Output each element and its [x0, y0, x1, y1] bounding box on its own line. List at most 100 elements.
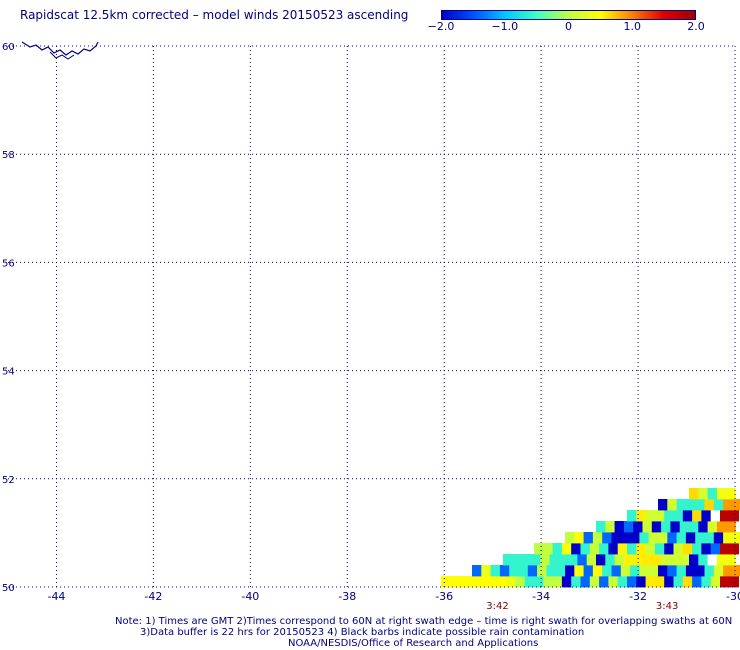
swath-cell — [574, 565, 584, 577]
swath-cell — [651, 521, 662, 533]
colorbar — [441, 10, 696, 20]
swath-cell — [459, 576, 470, 588]
swath-cell — [661, 554, 671, 566]
swath-cell — [642, 554, 653, 566]
swath-cell — [630, 565, 640, 577]
swath-cell — [673, 576, 684, 588]
swath-cell — [676, 565, 687, 577]
lat-tick-label: 60 — [2, 42, 15, 53]
swath-time-label: 3:43 — [656, 601, 678, 610]
lon-tick-label: -44 — [47, 590, 65, 603]
colorbar-tick-label: 2.0 — [687, 20, 705, 33]
swath-cell — [692, 510, 702, 522]
swath-cell — [555, 565, 566, 577]
swath-cell — [682, 576, 693, 588]
swath-cell — [636, 543, 646, 555]
lon-tick-label: -40 — [241, 590, 259, 603]
swath-cell — [558, 554, 569, 566]
lat-tick-label: 52 — [2, 475, 15, 486]
swath-cell — [534, 543, 544, 555]
swath-cell — [589, 576, 600, 588]
swath-cell — [599, 576, 609, 588]
swath-cell — [499, 565, 510, 577]
swath-cell — [450, 576, 460, 588]
swath-cell — [695, 532, 705, 544]
swath-cell — [571, 576, 581, 588]
swath-cell — [661, 521, 671, 533]
swath-cell — [617, 576, 628, 588]
note-line-2: 3)Data buffer is 22 hrs for 20150523 4) … — [140, 627, 585, 638]
swath-cell — [716, 554, 727, 566]
swath-cell — [561, 576, 572, 588]
swath-cell — [552, 576, 563, 588]
colorbar-tick-label: 0 — [565, 20, 572, 33]
swath-cell — [704, 499, 715, 511]
swath-cell — [561, 543, 572, 555]
swath-cell — [527, 565, 538, 577]
swath-cell — [623, 521, 634, 533]
swath-cell — [673, 543, 684, 555]
lat-tick-label: 50 — [2, 583, 15, 594]
swath-cell — [490, 565, 501, 577]
swath-cell — [605, 521, 615, 533]
note-line-1: Note: 1) Times are GMT 2)Times correspon… — [115, 616, 733, 627]
lat-tick-label: 58 — [2, 150, 15, 161]
swath-cell — [732, 565, 740, 577]
swath-cell — [698, 521, 708, 533]
swath-cell — [682, 543, 693, 555]
swath-cell — [512, 554, 522, 566]
lon-tick-label: -38 — [338, 590, 356, 603]
swath-cell — [620, 565, 631, 577]
swath-cell — [441, 576, 451, 588]
swath-cell — [698, 554, 708, 566]
swath-cell — [726, 521, 736, 533]
swath-cell — [710, 510, 721, 522]
swath-cell — [645, 543, 656, 555]
swath-cell — [583, 532, 594, 544]
swath-cell — [636, 576, 646, 588]
swath-cell — [685, 499, 696, 511]
lon-tick-label: -30 — [726, 590, 740, 603]
swath-cell — [716, 521, 727, 533]
coastline-island — [49, 51, 75, 60]
swath-cell — [707, 488, 718, 500]
lon-tick-label: -42 — [144, 590, 162, 603]
swath-cell — [713, 565, 724, 577]
swath-cell — [481, 565, 491, 577]
swath-cell — [689, 488, 699, 500]
swath-cell — [720, 510, 730, 522]
swath-cell — [685, 565, 696, 577]
swath-cell — [565, 565, 575, 577]
swath-cell — [729, 510, 739, 522]
swath-cell — [695, 499, 705, 511]
swath-cell — [568, 554, 578, 566]
swath-cell — [670, 521, 681, 533]
swath-cell — [732, 532, 740, 544]
swath-cell — [676, 499, 687, 511]
swath-cell — [713, 499, 724, 511]
swath-cell — [658, 499, 668, 511]
swath-cell — [611, 565, 622, 577]
swath-cell — [676, 532, 687, 544]
swath-cell — [580, 543, 591, 555]
colorbar-tick-label: −1.0 — [491, 20, 519, 33]
swath-cell — [701, 510, 712, 522]
swath-cell — [639, 532, 650, 544]
swath-cell — [645, 576, 656, 588]
swath-cell — [723, 499, 733, 511]
swath-cell — [586, 554, 597, 566]
swath-cell — [729, 543, 739, 555]
swath-cell — [521, 554, 532, 566]
swath-cell — [707, 554, 718, 566]
swath-cell — [710, 543, 721, 555]
swath-cell — [716, 488, 727, 500]
colorbar-tick-label: 1.0 — [623, 20, 642, 33]
swath-cell — [701, 543, 712, 555]
swath-cell — [583, 565, 594, 577]
swath-cell — [589, 543, 600, 555]
swath-cell — [565, 532, 575, 544]
swath-cell — [543, 576, 553, 588]
swath-time-label: 3:42 — [486, 601, 508, 610]
swath-cell — [503, 554, 513, 566]
swath-cell — [648, 532, 659, 544]
